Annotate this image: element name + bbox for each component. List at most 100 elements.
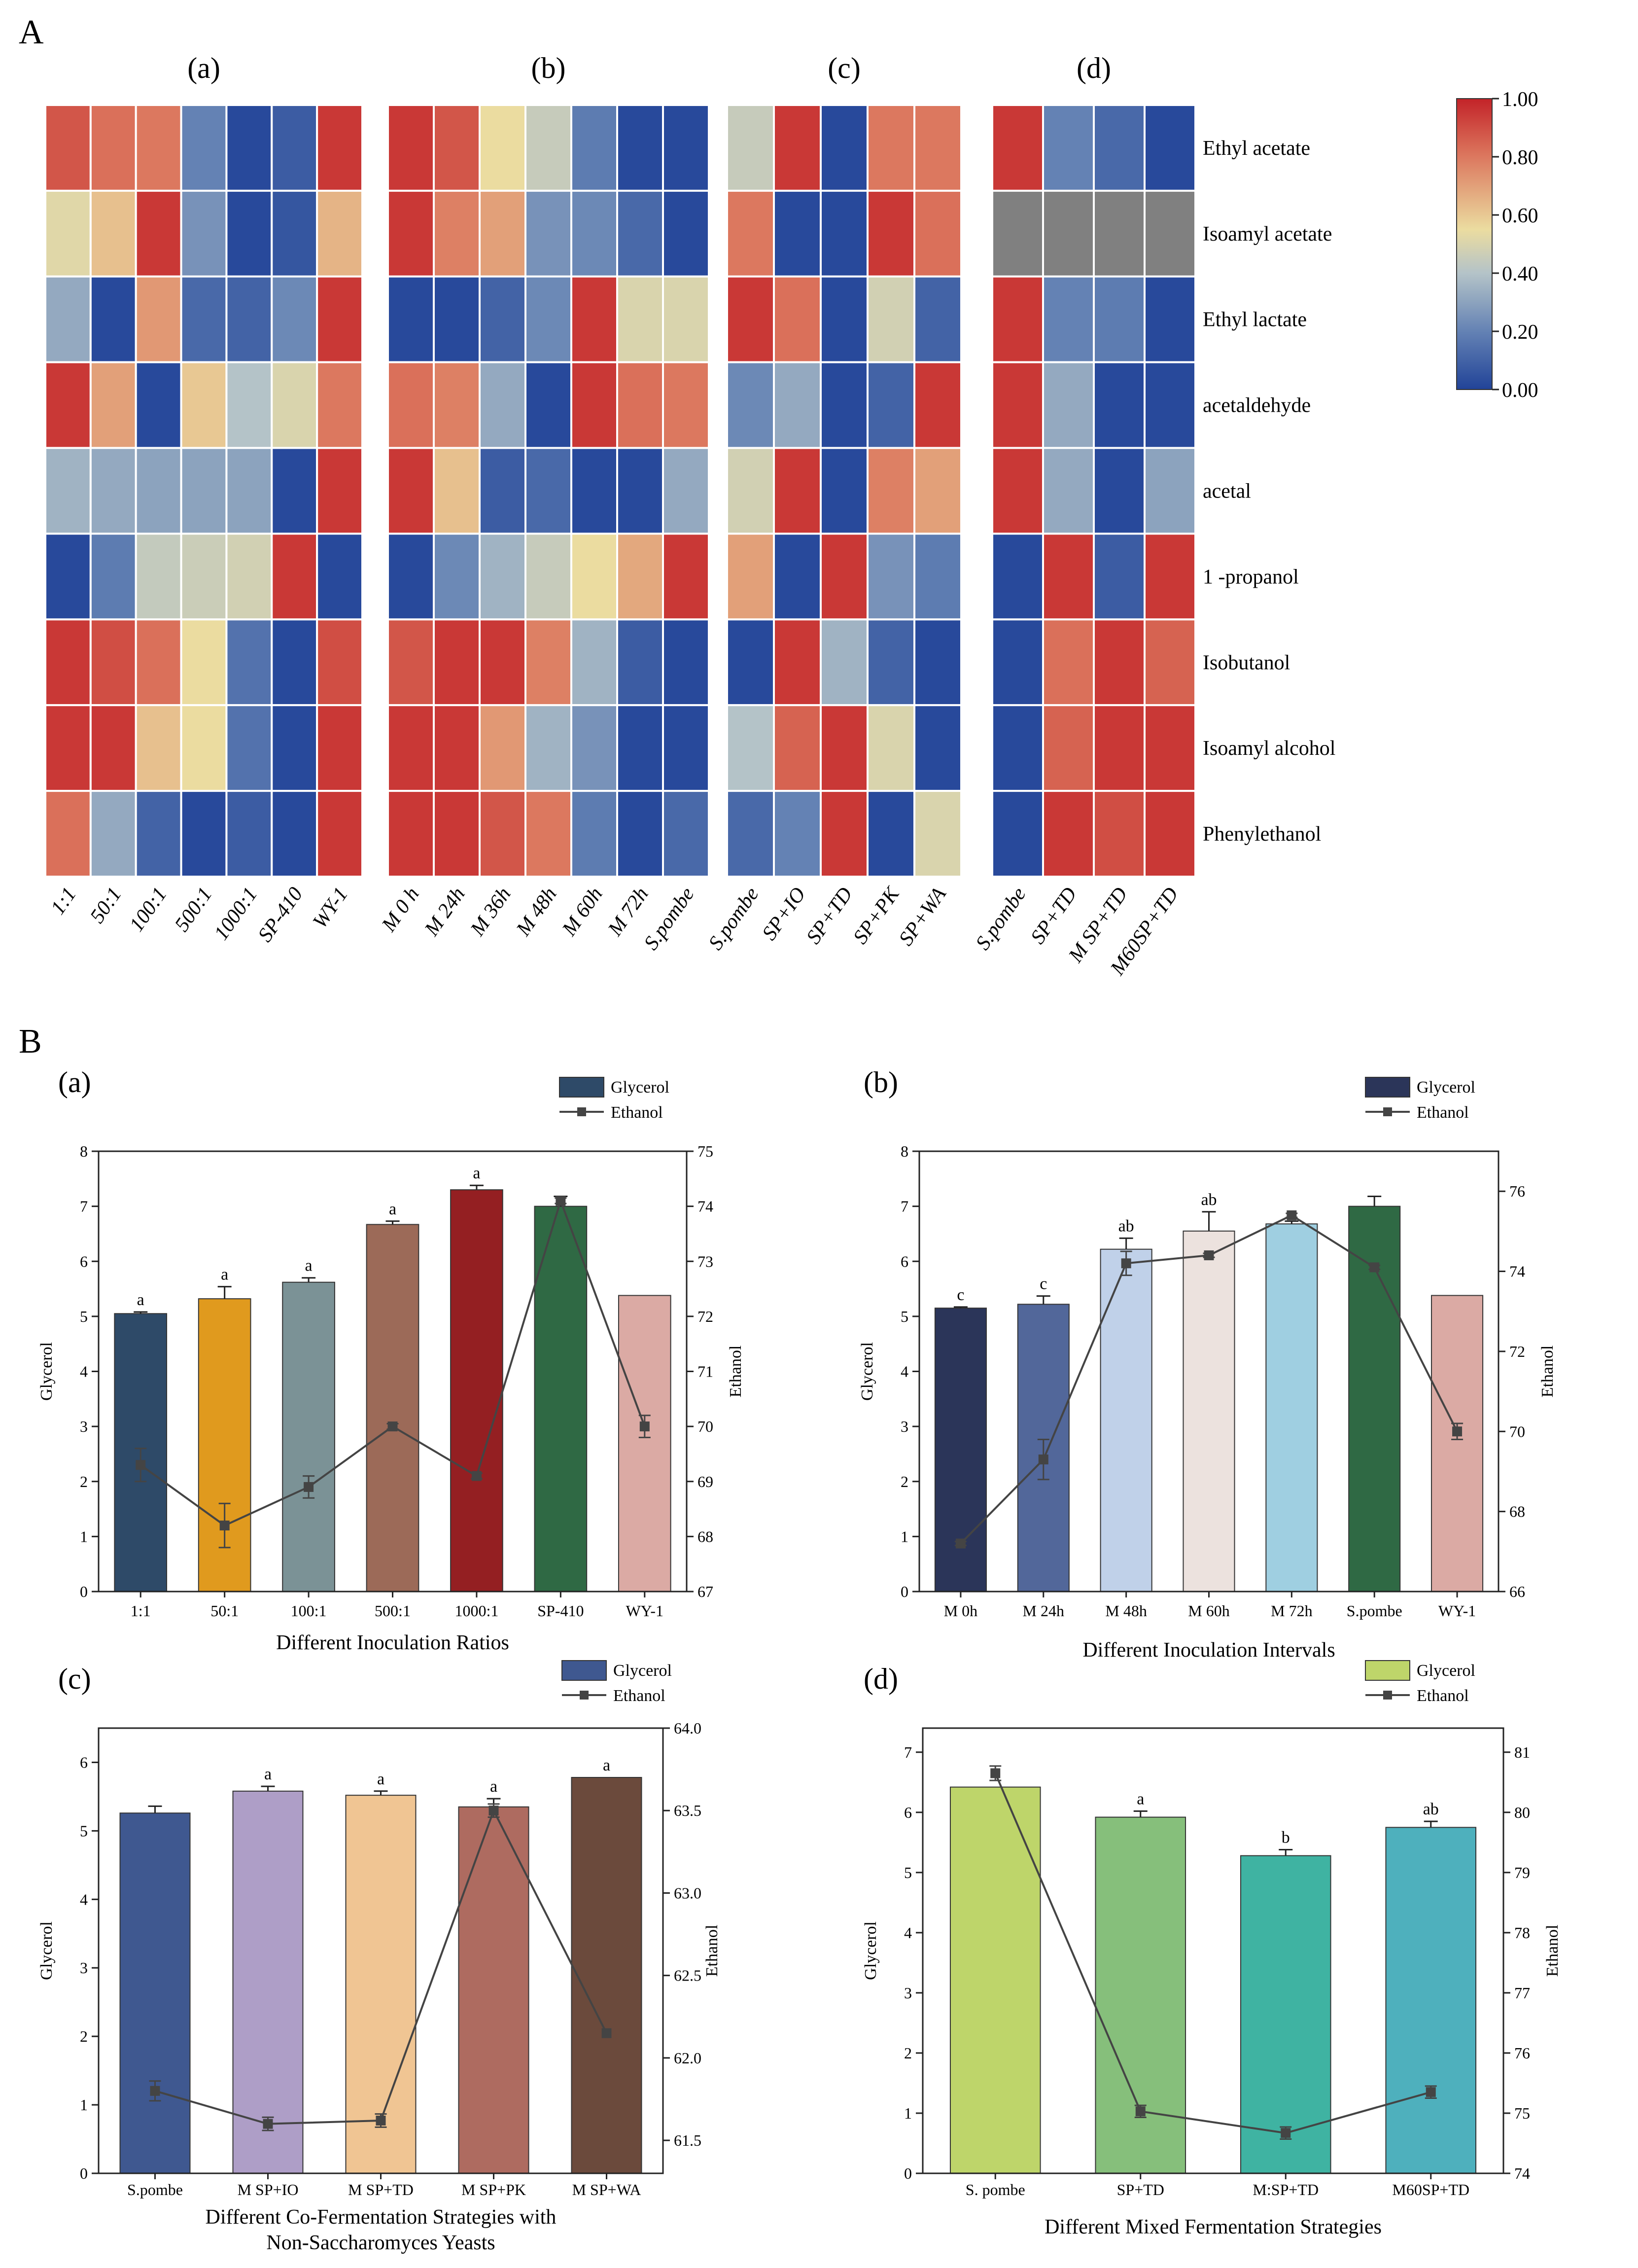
- heatmap-cell: [616, 618, 664, 707]
- legend-marker-ethanol: [1383, 1691, 1392, 1700]
- significance-letter: a: [377, 1770, 384, 1788]
- significance-letter: b: [1282, 1828, 1290, 1846]
- heatmap-cell: [570, 275, 618, 363]
- heatmap-cell: [44, 189, 92, 278]
- legend-swatch-glycerol: [559, 1077, 604, 1098]
- y-tick-label: 0: [901, 1583, 908, 1600]
- heatmap-cell: [89, 532, 137, 621]
- y2-tick-label: 78: [1514, 1924, 1530, 1942]
- heatmap-cell: [271, 104, 318, 192]
- y2-tick-label: 63.5: [674, 1802, 701, 1819]
- heatmap-cell: [387, 704, 435, 792]
- heatmap-cell: [867, 447, 915, 535]
- y2-tick-label: 76: [1509, 1182, 1525, 1200]
- y-axis-label: Glycerol: [37, 1921, 56, 1980]
- y-tick-label: 8: [901, 1142, 908, 1160]
- heatmap-cell: [44, 361, 92, 449]
- heatmap-row-label: Isoamyl acetate: [1203, 223, 1332, 246]
- heatmap-cell: [1093, 704, 1146, 792]
- heatmap-cell: [991, 104, 1044, 192]
- legend-label: Ethanol: [1417, 1687, 1469, 1705]
- chart-title: (b): [864, 1066, 898, 1099]
- heatmap-cell: [433, 104, 481, 192]
- x-axis-label: Different Mixed Fermentation Strategies: [1045, 2216, 1382, 2238]
- ethanol-line: [994, 1772, 1431, 2134]
- colorbar-tick-label: 0.00: [1502, 379, 1538, 402]
- y2-tick-label: 62.5: [674, 1967, 701, 1984]
- heatmap-title: (a): [187, 52, 220, 84]
- significance-letter: a: [1137, 1790, 1144, 1808]
- x-tick-label: 500:1: [375, 1602, 411, 1620]
- y-tick-label: 1: [901, 1527, 908, 1545]
- significance-letter: ab: [1423, 1800, 1439, 1818]
- heatmap-title: (b): [531, 52, 566, 84]
- x-axis-label: Different Inoculation Intervals: [1082, 1639, 1335, 1662]
- heatmap-cell: [773, 361, 822, 449]
- heatmap-cell: [662, 790, 710, 878]
- heatmap-cell: [570, 704, 618, 792]
- heatmap-cell: [1093, 361, 1146, 449]
- glycerol-bar: [949, 1786, 1041, 2174]
- y2-tick-label: 73: [697, 1252, 713, 1270]
- y2-tick-label: 76: [1514, 2044, 1530, 2062]
- heatmap-cell: [44, 704, 92, 792]
- heatmap-cell: [1042, 189, 1095, 278]
- heatmap-cell: [1093, 104, 1146, 192]
- heatmap-cell: [1144, 275, 1196, 363]
- heatmap-cell: [271, 447, 318, 535]
- heatmap-cell: [867, 618, 915, 707]
- heatmap-cell: [524, 704, 572, 792]
- heatmap-cell: [89, 104, 137, 192]
- bar-chart-section: (a) a 1:1 a 50:1 a 100:1 a 500:1 a 1000:1 SP-410 WY-…: [37, 1066, 1562, 2254]
- y2-axis-label: Ethanol: [727, 1346, 745, 1398]
- heatmap-row-label: acetal: [1203, 480, 1251, 503]
- glycerol-bar: [232, 1790, 304, 2174]
- ethanol-point: [1281, 2128, 1291, 2138]
- heatmap-cell: [726, 532, 775, 621]
- heatmap-cell: [433, 532, 481, 621]
- heatmap-cell: [726, 275, 775, 363]
- y2-tick-label: 69: [697, 1473, 713, 1490]
- y2-tick-label: 62.0: [674, 2049, 701, 2067]
- x-axis-label-line2: Non-Saccharomyces Yeasts: [266, 2232, 495, 2254]
- legend-swatch-glycerol: [561, 1660, 607, 1681]
- y2-axis-label: Ethanol: [1543, 1925, 1562, 1977]
- x-tick-label: 1000:1: [454, 1602, 498, 1620]
- heatmap-cell: [387, 189, 435, 278]
- heatmap-cell: [991, 447, 1044, 535]
- x-tick-label: S.pombe: [1347, 1602, 1402, 1620]
- heatmap-column-label: M 36h: [466, 883, 515, 940]
- bar-chart-3: (c) S.pombe a M SP+IO a M SP+TD a M SP+PK a M SP+…: [37, 1660, 721, 2254]
- heatmap-cell: [524, 618, 572, 707]
- heatmap-cell: [524, 361, 572, 449]
- heatmap-cell: [316, 447, 364, 535]
- heatmap-cell: [135, 447, 182, 535]
- heatmap-cell: [89, 189, 137, 278]
- ethanol-point: [601, 2028, 612, 2038]
- heatmap-cell: [316, 189, 364, 278]
- ethanol-point: [556, 1196, 566, 1206]
- heatmap-cell: [1042, 532, 1095, 621]
- y2-axis-label: Ethanol: [1538, 1346, 1557, 1398]
- heatmap-cell: [726, 104, 775, 192]
- bar-chart-4: (d) S. pombe a SP+TD b M:SP+TD ab M60SP+TD 0 1 2 3 4…: [862, 1660, 1562, 2238]
- legend-marker-ethanol: [577, 1107, 586, 1116]
- heatmap-cell: [820, 189, 869, 278]
- y2-axis-label: Ethanol: [703, 1925, 721, 1977]
- legend-label: Ethanol: [613, 1687, 665, 1705]
- y-tick-label: 6: [80, 1753, 88, 1771]
- heatmap-cell: [773, 618, 822, 707]
- heatmap-cell: [135, 618, 182, 707]
- glycerol-bar: [1240, 1855, 1331, 2174]
- heatmap-cell: [387, 361, 435, 449]
- heatmap-row-label: Ethyl lactate: [1203, 309, 1307, 331]
- heatmap-cell: [1042, 275, 1095, 363]
- y2-tick-label: 72: [697, 1308, 713, 1325]
- heatmap-cell: [479, 532, 526, 621]
- glycerol-bar: [450, 1189, 503, 1592]
- heatmap-cell: [991, 189, 1044, 278]
- heatmap-cell: [387, 618, 435, 707]
- glycerol-bar: [571, 1777, 642, 2174]
